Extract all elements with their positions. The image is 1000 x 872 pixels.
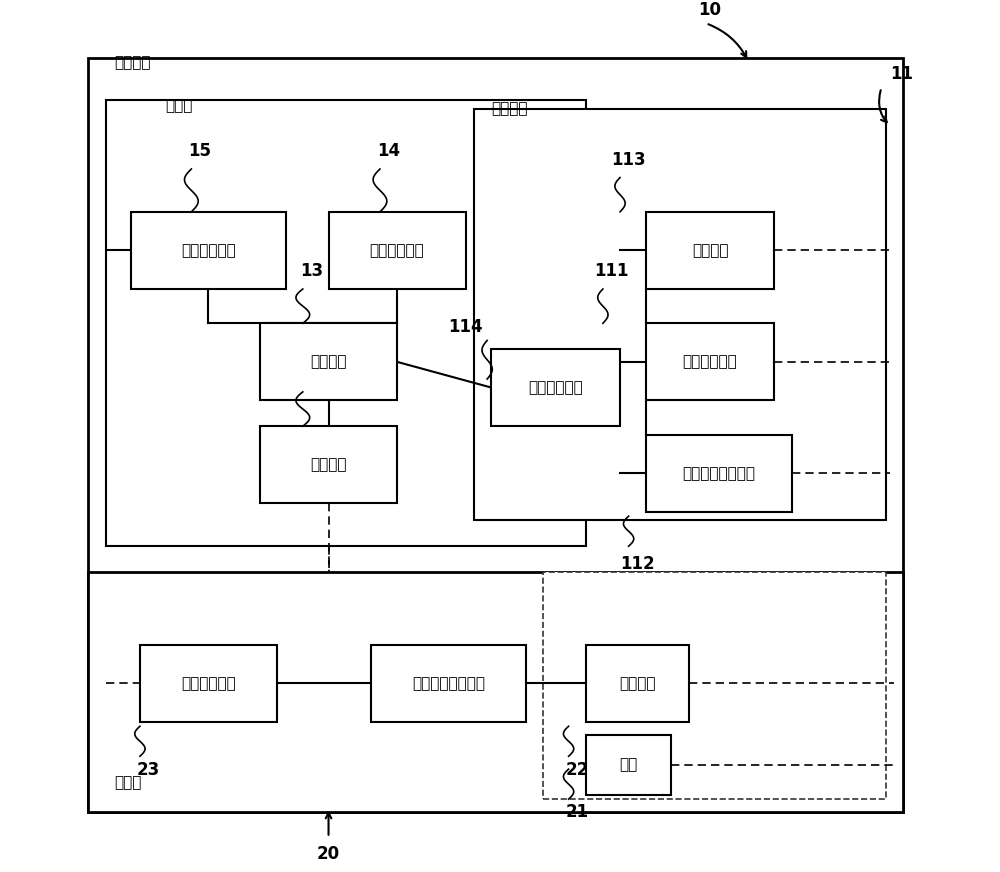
Text: 20: 20 (317, 845, 340, 862)
FancyBboxPatch shape (371, 644, 526, 722)
FancyBboxPatch shape (543, 572, 886, 799)
FancyBboxPatch shape (586, 735, 671, 795)
FancyBboxPatch shape (260, 324, 397, 400)
Text: 15: 15 (188, 142, 211, 160)
FancyBboxPatch shape (131, 212, 286, 289)
Text: 主控模块: 主控模块 (310, 354, 347, 370)
Text: 最低电量识别单元: 最低电量识别单元 (682, 466, 755, 480)
Text: 13: 13 (300, 262, 323, 281)
FancyBboxPatch shape (646, 324, 774, 400)
Text: 驱动模块: 驱动模块 (310, 457, 347, 473)
Text: 14: 14 (377, 142, 400, 160)
Text: 电能识别单元: 电能识别单元 (683, 354, 737, 370)
Text: 10: 10 (699, 1, 722, 19)
Text: 114: 114 (448, 318, 483, 336)
Text: 温度检测模块: 温度检测模块 (181, 676, 236, 691)
Text: 111: 111 (594, 262, 629, 281)
Text: 电芯组构成的整体: 电芯组构成的整体 (412, 676, 485, 691)
FancyBboxPatch shape (329, 212, 466, 289)
FancyBboxPatch shape (88, 572, 903, 812)
Text: 标签: 标签 (619, 757, 638, 773)
Text: 23: 23 (137, 760, 160, 779)
FancyBboxPatch shape (260, 426, 397, 503)
Text: 11: 11 (890, 65, 913, 83)
Text: 21: 21 (566, 803, 589, 821)
Text: 识标单元: 识标单元 (692, 243, 728, 258)
FancyBboxPatch shape (646, 435, 792, 512)
Text: 自检模块: 自检模块 (619, 676, 655, 691)
Text: 113: 113 (611, 151, 646, 169)
Text: 工具主机: 工具主机 (114, 55, 151, 71)
Text: 22: 22 (566, 760, 589, 779)
Text: 识别模块: 识别模块 (491, 101, 528, 116)
Text: 12: 12 (300, 365, 323, 384)
Text: 电池包: 电池包 (114, 775, 142, 791)
Text: 终端输出单元: 终端输出单元 (528, 380, 583, 395)
FancyBboxPatch shape (88, 58, 903, 812)
FancyBboxPatch shape (491, 349, 620, 426)
FancyBboxPatch shape (646, 212, 774, 289)
FancyBboxPatch shape (140, 644, 277, 722)
Text: 112: 112 (620, 555, 654, 573)
FancyBboxPatch shape (586, 644, 689, 722)
Text: 数据存储单元: 数据存储单元 (370, 243, 424, 258)
FancyBboxPatch shape (474, 109, 886, 521)
FancyBboxPatch shape (106, 100, 586, 546)
Text: 控制器: 控制器 (166, 99, 193, 113)
Text: 温度控制模块: 温度控制模块 (181, 243, 236, 258)
